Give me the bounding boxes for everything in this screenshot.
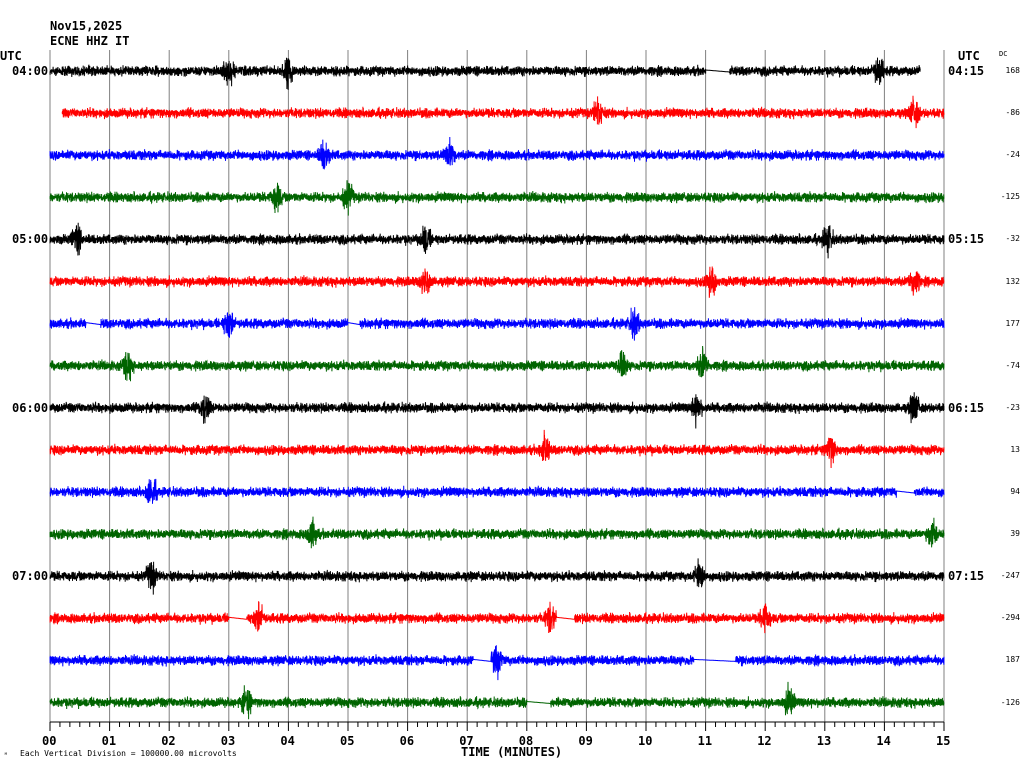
dc-offset-label: -23 <box>1005 402 1020 412</box>
dc-offset-label: 187 <box>1005 655 1020 665</box>
x-tick-label: 07 <box>459 734 474 748</box>
x-tick-label: 12 <box>757 734 772 748</box>
x-tick-label: 09 <box>578 734 593 748</box>
dc-offset-label: -74 <box>1005 360 1020 370</box>
right-timezone-label: UTC <box>958 49 980 63</box>
trace-row-8 <box>49 392 945 429</box>
trace-row-15 <box>49 681 945 720</box>
x-axis-title: TIME (MINUTES) <box>461 745 563 759</box>
trace-row-4 <box>49 222 945 259</box>
dc-offset-label: -294 <box>1000 613 1020 623</box>
x-tick-label: 02 <box>161 734 176 748</box>
dc-offset-label: 177 <box>1005 318 1020 328</box>
dc-offset-label: -24 <box>1005 150 1020 160</box>
dc-offset-label: 39 <box>1010 529 1020 539</box>
left-timezone-label: UTC <box>0 49 22 63</box>
dc-offset-label: -125 <box>1000 192 1020 202</box>
left-hour-label: 04:00 <box>12 64 49 78</box>
trace-row-0 <box>49 57 921 90</box>
trace-row-10 <box>49 478 945 504</box>
trace-row-6 <box>49 307 945 341</box>
left-hour-label: 07:00 <box>12 569 49 584</box>
x-tick-label: 14 <box>876 734 891 748</box>
trace-row-11 <box>49 516 945 549</box>
left-hour-label: 06:00 <box>12 400 49 415</box>
trace-row-3 <box>49 180 945 216</box>
right-hour-label: 07:15 <box>948 569 985 584</box>
scale-note: Each Vertical Division = 100000.00 micro… <box>20 749 237 758</box>
trace-row-12 <box>49 558 945 595</box>
x-tick-label: 01 <box>101 734 117 748</box>
dc-offset-label: -126 <box>1000 697 1020 707</box>
dc-offset-label: 168 <box>1005 66 1020 75</box>
trace-row-1 <box>61 95 945 129</box>
station-label: ECNE HHZ IT <box>50 34 130 48</box>
dc-offset-label: -32 <box>1005 234 1020 244</box>
date-label: Nov15,2025 <box>50 19 123 33</box>
trace-row-2 <box>49 136 945 170</box>
dc-offset-label: 132 <box>1005 276 1020 286</box>
x-tick-label: 15 <box>936 734 951 748</box>
x-tick-label: 06 <box>399 734 415 748</box>
right-hour-label: 06:15 <box>948 400 985 415</box>
x-tick-label: 08 <box>518 734 534 748</box>
x-tick-label: 10 <box>638 734 653 748</box>
trace-row-13 <box>49 601 945 634</box>
dc-offset-label: -86 <box>1005 108 1020 118</box>
trace-row-5 <box>49 266 945 298</box>
trace-row-9 <box>49 429 945 469</box>
dc-offset-label: -247 <box>1000 571 1020 581</box>
dc-header: DC <box>999 50 1008 58</box>
x-tick-label: 05 <box>340 734 355 748</box>
logo-icon: ᴹ <box>4 752 8 759</box>
dc-offset-label: 94 <box>1010 487 1020 496</box>
trace-row-14 <box>49 645 945 681</box>
right-hour-label: 05:15 <box>948 232 985 247</box>
x-tick-label: 04 <box>280 734 295 748</box>
left-hour-label: 05:00 <box>12 232 49 247</box>
dc-offset-label: 13 <box>1010 444 1020 454</box>
x-tick-label: 11 <box>697 734 713 748</box>
x-tick-label: 03 <box>220 734 236 748</box>
right-hour-label: 04:15 <box>948 64 985 78</box>
x-tick-label: 00 <box>42 734 57 748</box>
x-tick-label: 13 <box>816 734 832 748</box>
trace-row-7 <box>49 345 945 382</box>
